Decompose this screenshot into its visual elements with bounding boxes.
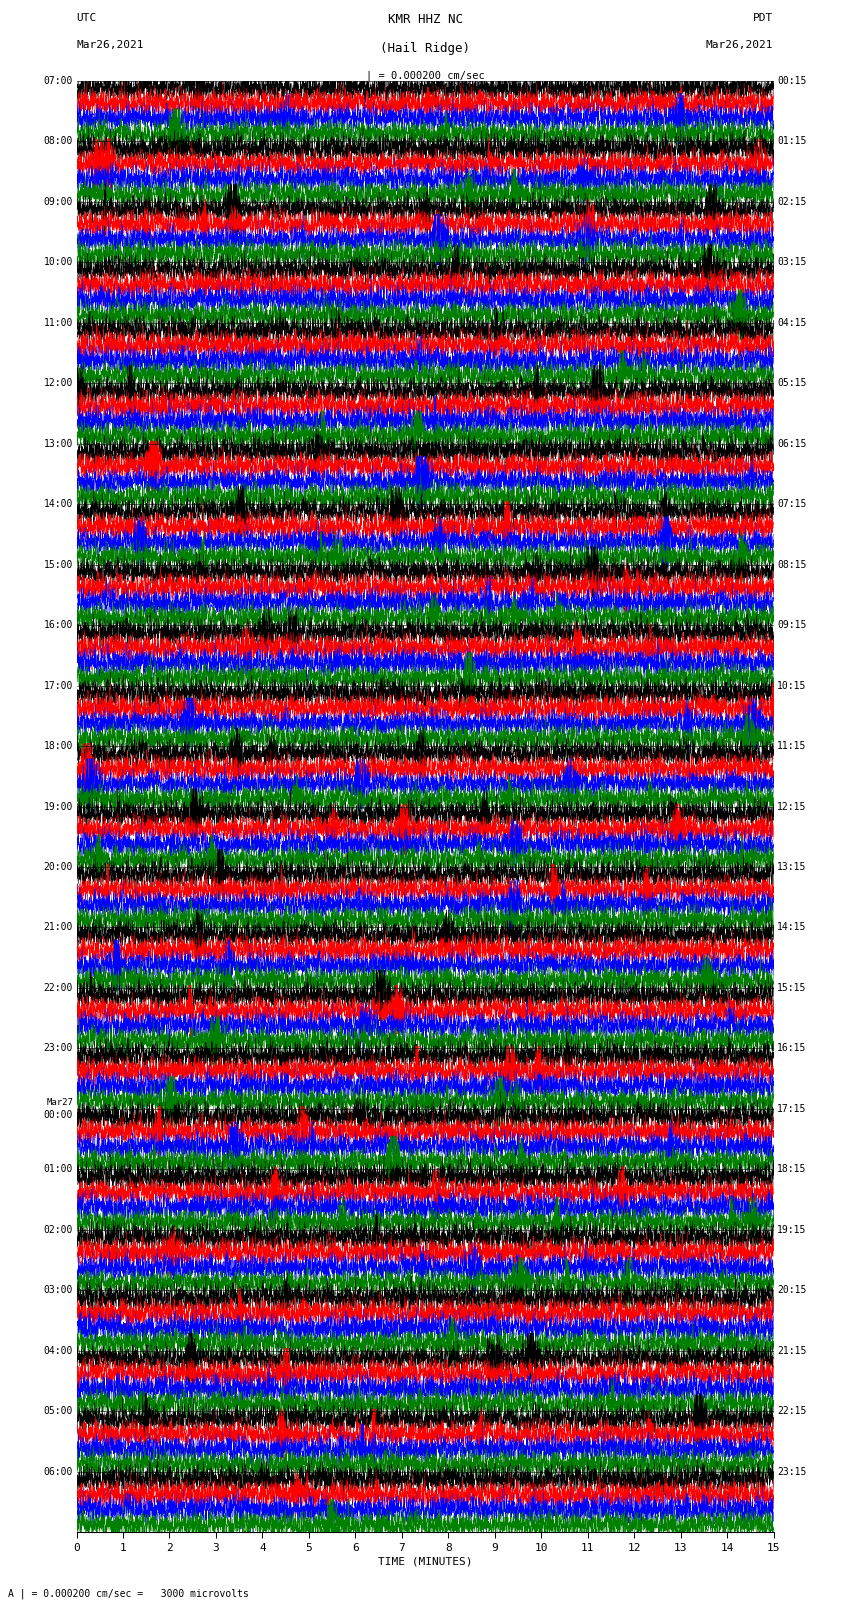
Text: 01:15: 01:15 [777, 135, 807, 147]
Text: 14:15: 14:15 [777, 923, 807, 932]
Text: 22:15: 22:15 [777, 1407, 807, 1416]
Text: 23:00: 23:00 [43, 1044, 73, 1053]
Text: 19:15: 19:15 [777, 1224, 807, 1236]
Text: 15:15: 15:15 [777, 982, 807, 994]
Text: (Hail Ridge): (Hail Ridge) [380, 42, 470, 55]
Text: 13:00: 13:00 [43, 439, 73, 448]
Text: 00:00: 00:00 [43, 1110, 73, 1121]
Text: 19:00: 19:00 [43, 802, 73, 811]
Text: 18:15: 18:15 [777, 1165, 807, 1174]
Text: 15:00: 15:00 [43, 560, 73, 569]
Text: 00:15: 00:15 [777, 76, 807, 85]
Text: 01:00: 01:00 [43, 1165, 73, 1174]
Text: 12:15: 12:15 [777, 802, 807, 811]
Text: 02:15: 02:15 [777, 197, 807, 206]
Text: KMR HHZ NC: KMR HHZ NC [388, 13, 462, 26]
Text: 22:00: 22:00 [43, 982, 73, 994]
Text: 17:15: 17:15 [777, 1103, 807, 1115]
Text: Mar27: Mar27 [46, 1098, 73, 1107]
Text: Mar26,2021: Mar26,2021 [76, 40, 144, 50]
Text: 10:15: 10:15 [777, 681, 807, 690]
Text: 11:15: 11:15 [777, 740, 807, 752]
Text: 11:00: 11:00 [43, 318, 73, 327]
Text: 16:15: 16:15 [777, 1044, 807, 1053]
Text: | = 0.000200 cm/sec: | = 0.000200 cm/sec [366, 71, 484, 82]
Text: 07:15: 07:15 [777, 498, 807, 510]
Text: 21:00: 21:00 [43, 923, 73, 932]
Text: 06:00: 06:00 [43, 1466, 73, 1478]
Text: 14:00: 14:00 [43, 498, 73, 510]
Text: 13:15: 13:15 [777, 861, 807, 873]
Text: 20:00: 20:00 [43, 861, 73, 873]
Text: 10:00: 10:00 [43, 256, 73, 268]
Text: 12:00: 12:00 [43, 377, 73, 389]
Text: UTC: UTC [76, 13, 97, 23]
Text: 09:00: 09:00 [43, 197, 73, 206]
Text: 02:00: 02:00 [43, 1224, 73, 1236]
Text: 05:00: 05:00 [43, 1407, 73, 1416]
Text: 20:15: 20:15 [777, 1286, 807, 1295]
Text: A | = 0.000200 cm/sec =   3000 microvolts: A | = 0.000200 cm/sec = 3000 microvolts [8, 1589, 249, 1598]
Text: 08:00: 08:00 [43, 135, 73, 147]
Text: 08:15: 08:15 [777, 560, 807, 569]
Text: 16:00: 16:00 [43, 619, 73, 631]
Text: 03:15: 03:15 [777, 256, 807, 268]
Text: PDT: PDT [753, 13, 774, 23]
Text: 21:15: 21:15 [777, 1345, 807, 1357]
Text: 05:15: 05:15 [777, 377, 807, 389]
Text: Mar26,2021: Mar26,2021 [706, 40, 774, 50]
Text: 07:00: 07:00 [43, 76, 73, 85]
Text: 03:00: 03:00 [43, 1286, 73, 1295]
Text: 04:15: 04:15 [777, 318, 807, 327]
Text: 04:00: 04:00 [43, 1345, 73, 1357]
Text: 18:00: 18:00 [43, 740, 73, 752]
Text: 23:15: 23:15 [777, 1466, 807, 1478]
X-axis label: TIME (MINUTES): TIME (MINUTES) [377, 1557, 473, 1566]
Text: 06:15: 06:15 [777, 439, 807, 448]
Text: 09:15: 09:15 [777, 619, 807, 631]
Text: 17:00: 17:00 [43, 681, 73, 690]
